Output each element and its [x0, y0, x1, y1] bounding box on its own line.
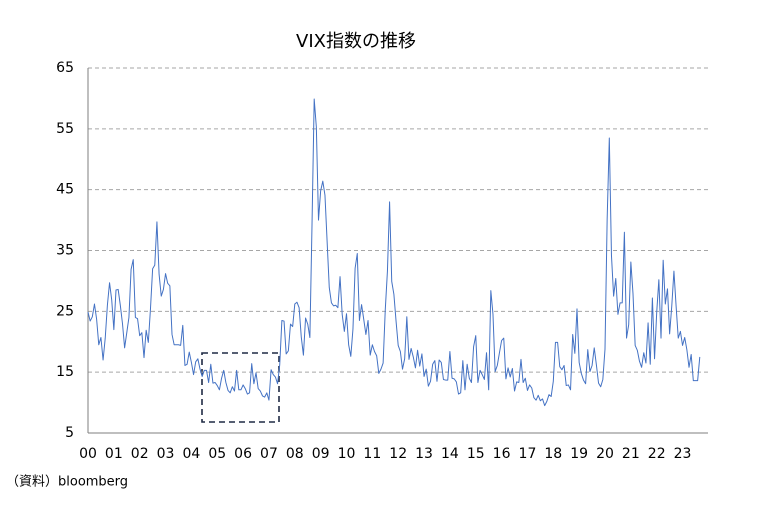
x-tick-label: 01: [105, 446, 123, 462]
chart-title: VIX指数の推移: [296, 31, 416, 52]
x-tick-label: 10: [338, 446, 356, 462]
x-tick-label: 16: [493, 446, 511, 462]
source-note: （資料）bloomberg: [6, 475, 128, 490]
vix-line: [87, 98, 701, 407]
x-tick-label: 03: [157, 446, 175, 462]
x-tick-label: 21: [622, 446, 640, 462]
y-tick-label: 5: [65, 425, 74, 441]
x-tick-label: 18: [544, 446, 562, 462]
x-tick-label: 00: [79, 446, 97, 462]
x-tick-label: 04: [182, 446, 200, 462]
y-tick-label: 15: [56, 364, 74, 380]
x-tick-label: 14: [441, 446, 459, 462]
x-tick-label: 17: [519, 446, 537, 462]
x-tick-label: 11: [363, 446, 381, 462]
y-tick-label: 45: [56, 182, 74, 198]
x-tick-label: 13: [415, 446, 433, 462]
x-tick-label: 06: [234, 446, 252, 462]
x-tick-label: 22: [648, 446, 666, 462]
x-tick-label: 07: [260, 446, 278, 462]
x-tick-label: 20: [596, 446, 614, 462]
x-tick-label: 23: [674, 446, 692, 462]
x-tick-label: 02: [131, 446, 149, 462]
x-tick-label: 19: [570, 446, 588, 462]
y-tick-label: 65: [56, 60, 74, 76]
x-tick-label: 12: [389, 446, 407, 462]
x-tick-label: 09: [312, 446, 330, 462]
x-tick-label: 05: [208, 446, 226, 462]
x-tick-label: 08: [286, 446, 304, 462]
y-tick-label: 25: [56, 303, 74, 319]
y-tick-label: 35: [56, 243, 74, 259]
highlight-box: [201, 352, 280, 423]
x-tick-label: 15: [467, 446, 485, 462]
y-tick-label: 55: [56, 121, 74, 137]
